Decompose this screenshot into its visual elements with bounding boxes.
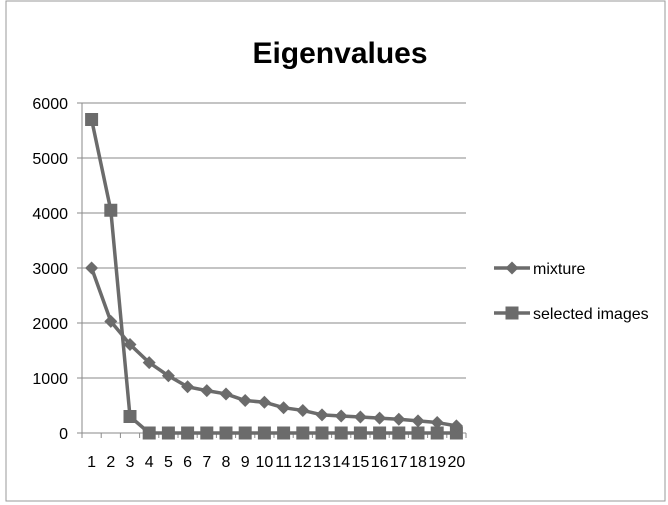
data-point bbox=[449, 419, 463, 433]
data-point bbox=[277, 426, 291, 440]
x-tick-label: 18 bbox=[409, 454, 427, 471]
data-point bbox=[277, 401, 291, 415]
data-point bbox=[257, 426, 271, 440]
legend-label: selected images bbox=[533, 306, 649, 323]
data-point bbox=[161, 369, 175, 383]
data-point bbox=[257, 395, 271, 409]
legend-marker bbox=[505, 261, 519, 275]
x-tick-label: 7 bbox=[202, 454, 211, 471]
x-tick-label: 14 bbox=[332, 454, 350, 471]
y-tick-label: 0 bbox=[59, 426, 68, 443]
data-point bbox=[392, 426, 406, 440]
x-tick-label: 8 bbox=[222, 454, 231, 471]
chart-title: Eigenvalues bbox=[252, 37, 427, 70]
data-point bbox=[411, 414, 425, 428]
data-point bbox=[123, 410, 137, 423]
x-tick-label: 20 bbox=[448, 454, 466, 471]
x-tick-label: 13 bbox=[313, 454, 331, 471]
data-point bbox=[353, 426, 367, 440]
data-point bbox=[200, 426, 214, 440]
legend-marker bbox=[505, 306, 519, 320]
data-point bbox=[104, 314, 118, 328]
x-tick-label: 2 bbox=[106, 454, 115, 471]
legend: mixture selected images bbox=[494, 261, 649, 323]
data-point bbox=[315, 408, 329, 422]
legend-item: mixture bbox=[494, 261, 586, 278]
data-point bbox=[181, 426, 195, 440]
y-tick-label: 4000 bbox=[32, 206, 68, 223]
data-point bbox=[353, 410, 367, 424]
data-point bbox=[373, 426, 387, 440]
data-point bbox=[373, 411, 387, 425]
data-point bbox=[334, 409, 348, 423]
legend-label: mixture bbox=[533, 261, 586, 278]
data-point bbox=[181, 380, 195, 394]
x-tick-label: 10 bbox=[256, 454, 274, 471]
data-point bbox=[392, 412, 406, 426]
x-tick-label: 15 bbox=[352, 454, 370, 471]
data-point bbox=[238, 394, 252, 408]
data-point bbox=[123, 337, 137, 351]
data-point bbox=[430, 416, 444, 430]
data-point bbox=[411, 426, 425, 440]
x-tick-label: 19 bbox=[428, 454, 446, 471]
x-tick-label: 1 bbox=[87, 454, 96, 471]
data-point bbox=[219, 426, 233, 440]
data-point bbox=[200, 384, 214, 398]
data-point bbox=[85, 261, 99, 275]
data-point bbox=[238, 426, 252, 440]
x-tick-label: 3 bbox=[126, 454, 135, 471]
data-point bbox=[315, 426, 329, 440]
series-selected-images bbox=[85, 113, 463, 440]
y-tick-labels: 0 1000 2000 3000 4000 5000 6000 bbox=[32, 96, 68, 443]
x-tick-labels: 1 2 3 4 5 6 7 8 9 10 11 12 13 14 15 16 17 18 19 20 bbox=[87, 454, 465, 471]
data-point bbox=[104, 203, 118, 217]
x-tick-label: 4 bbox=[145, 454, 154, 471]
x-tick-label: 6 bbox=[183, 454, 192, 471]
series-mixture bbox=[85, 261, 463, 433]
y-tick-label: 5000 bbox=[32, 151, 68, 168]
y-tick-label: 1000 bbox=[32, 371, 68, 388]
data-point bbox=[219, 387, 233, 401]
series bbox=[85, 113, 463, 440]
data-point bbox=[142, 356, 156, 370]
y-tick-label: 2000 bbox=[32, 316, 68, 333]
data-point bbox=[296, 426, 310, 440]
x-tick-label: 5 bbox=[164, 454, 173, 471]
data-point bbox=[85, 113, 99, 126]
data-point bbox=[161, 426, 175, 440]
gridlines bbox=[77, 102, 466, 434]
y-tick-label: 3000 bbox=[32, 261, 68, 278]
data-point bbox=[449, 426, 463, 440]
x-tick-label: 16 bbox=[371, 454, 389, 471]
data-point bbox=[296, 403, 310, 417]
x-tick-label: 11 bbox=[275, 454, 292, 471]
data-point bbox=[430, 426, 444, 440]
y-tick-label: 6000 bbox=[32, 96, 68, 113]
data-point bbox=[142, 426, 156, 440]
x-tick-label: 9 bbox=[241, 454, 250, 471]
legend-item: selected images bbox=[494, 306, 649, 323]
x-tick-label: 17 bbox=[390, 454, 408, 471]
data-point bbox=[334, 426, 348, 440]
x-tick-label: 12 bbox=[294, 454, 312, 471]
chart-border bbox=[5, 0, 666, 502]
